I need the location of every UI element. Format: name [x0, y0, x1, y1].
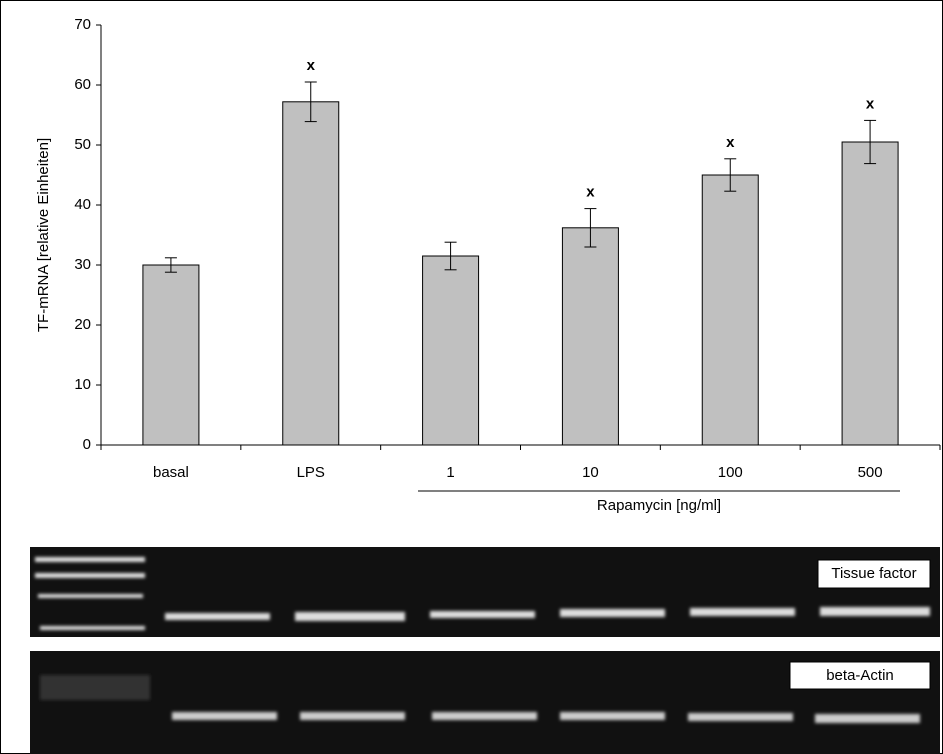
y-tick-label: 10 [74, 376, 91, 393]
group-label: Rapamycin [ng/ml] [597, 497, 721, 514]
y-tick-label: 0 [83, 436, 91, 453]
bar [143, 265, 199, 445]
y-tick-label: 60 [74, 76, 91, 93]
y-tick-label: 20 [74, 316, 91, 333]
bar [423, 256, 479, 445]
y-tick-label: 40 [74, 196, 91, 213]
x-tick-label: 500 [858, 464, 883, 481]
bar [562, 228, 618, 445]
gel-label: beta-Actin [826, 667, 894, 684]
y-tick-label: 50 [74, 136, 91, 153]
x-tick-label: 100 [718, 464, 743, 481]
y-axis-label: TF-mRNA [relative Einheiten] [35, 138, 52, 332]
annotation: x [726, 134, 735, 151]
gel-label: Tissue factor [831, 565, 916, 582]
y-tick-label: 30 [74, 256, 91, 273]
x-tick-label: 1 [446, 464, 454, 481]
bar [283, 102, 339, 445]
gel-top: Tissue factor [30, 547, 940, 637]
y-tick-label: 70 [74, 16, 91, 33]
annotation: x [586, 184, 595, 201]
gel-bottom: beta-Actin [30, 651, 940, 754]
x-tick-label: 10 [582, 464, 599, 481]
bar [702, 175, 758, 445]
figure: TF-mRNA [relative Einheiten] Rapamycin [… [0, 0, 943, 754]
gel [30, 547, 940, 637]
x-tick-label: LPS [297, 464, 325, 481]
annotation: x [866, 95, 875, 112]
bar [842, 142, 898, 445]
x-tick-label: basal [153, 464, 189, 481]
annotation: x [307, 57, 316, 74]
